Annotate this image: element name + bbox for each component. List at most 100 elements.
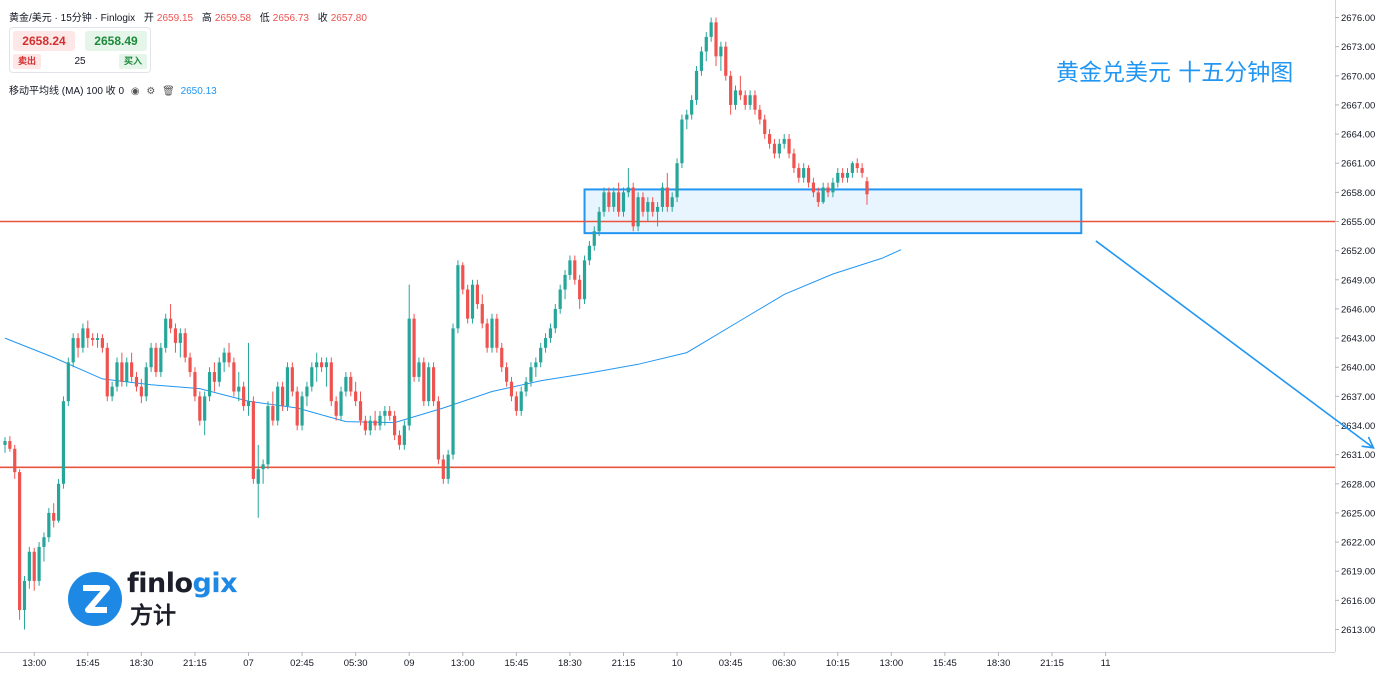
y-tick-label: 2631.00 [1341, 450, 1375, 461]
candle-body [110, 386, 114, 397]
open-label: 开 [143, 13, 154, 24]
candle-body [621, 192, 626, 212]
candle-body [568, 260, 572, 275]
candle-body [295, 391, 299, 426]
candle-body [8, 441, 12, 449]
x-tick-label: 18:30 [558, 658, 582, 669]
candle-body [81, 328, 85, 348]
x-tick-label: 18:30 [987, 658, 1011, 669]
candle-body [821, 187, 825, 203]
candle-body [354, 391, 358, 402]
candle-body [729, 75, 733, 105]
candle-body [71, 338, 75, 363]
candle-body [212, 372, 217, 382]
candle-body [797, 168, 801, 178]
candle-body [631, 187, 635, 227]
y-tick-label: 2673.00 [1341, 42, 1375, 53]
candle-body [407, 318, 411, 426]
y-tick-label: 2676.00 [1341, 13, 1375, 24]
candle-body [816, 192, 820, 203]
candle-body [276, 386, 280, 421]
buy-button[interactable]: 买入 [119, 54, 147, 69]
eye-icon[interactable]: ◉ [130, 86, 140, 97]
indicator-value: 2650.13 [180, 86, 217, 97]
candle-body [266, 406, 270, 465]
candle-body [52, 512, 56, 521]
candle-body [344, 376, 348, 392]
candle-body [709, 22, 713, 37]
candle-body [334, 401, 338, 416]
candle-body [607, 192, 611, 207]
sell-price-button[interactable]: 2658.24 [13, 31, 75, 51]
candle-body [149, 347, 153, 368]
candle-body [806, 168, 811, 183]
candle-body [850, 163, 854, 173]
x-tick-label: 13:00 [451, 658, 475, 669]
candle-body [37, 546, 41, 581]
candle-body [47, 512, 51, 538]
candle-body [641, 197, 645, 212]
trash-icon[interactable]: 🗑 [162, 86, 175, 97]
candle-body [466, 289, 470, 319]
buy-price-button[interactable]: 2658.49 [85, 31, 147, 51]
candle-body [100, 338, 104, 348]
candle-body [115, 362, 119, 387]
candle-body [105, 347, 109, 397]
close-label: 收 [317, 13, 328, 24]
candle-body [470, 284, 475, 319]
candle-body [763, 119, 767, 135]
candle-body [188, 357, 192, 373]
candle-body [772, 143, 777, 154]
candle-body [597, 211, 601, 232]
candle-body [782, 138, 786, 144]
candle-body [753, 95, 757, 110]
settings-icon[interactable]: ⚙ [146, 86, 156, 97]
candle-body [651, 202, 655, 212]
sell-button[interactable]: 卖出 [13, 54, 41, 69]
candle-body [539, 347, 543, 363]
x-tick-label: 06:30 [772, 658, 796, 669]
candle-body [217, 362, 221, 382]
candle-body [363, 420, 367, 431]
candle-body [612, 192, 616, 207]
symbol-label[interactable]: 黄金/美元 · 15分钟 · Finlogix [9, 13, 136, 24]
candle-body [826, 187, 830, 193]
candle-body [685, 114, 689, 120]
candle-body [665, 187, 669, 207]
indicator-label[interactable]: 移动平均线 (MA) 100 收 0 [9, 86, 125, 97]
candle-body [285, 367, 290, 407]
candle-body [242, 386, 246, 407]
candle-body [18, 472, 22, 611]
chart-annotation-title: 黄金兑美元 十五分钟图 [1056, 60, 1294, 86]
x-tick-label: 03:45 [719, 658, 743, 669]
candle-body [660, 187, 665, 207]
candle-body [388, 410, 392, 416]
candle-body [373, 420, 377, 426]
candle-body [383, 410, 387, 416]
candle-body [617, 192, 621, 212]
candle-body [655, 206, 660, 212]
candle-body [91, 338, 95, 341]
quantity-field[interactable]: 25 [74, 56, 86, 67]
y-tick-label: 2613.00 [1341, 625, 1375, 636]
candle-body [173, 328, 178, 343]
moving-average-line [4, 249, 902, 424]
candle-body [232, 362, 236, 392]
x-tick-label: 21:15 [183, 658, 207, 669]
candle-body [300, 396, 304, 426]
x-tick-label: 02:45 [290, 658, 314, 669]
candle-body [699, 51, 704, 71]
candle-body [704, 36, 708, 52]
candle-body [670, 197, 674, 207]
y-tick-label: 2658.00 [1341, 188, 1375, 199]
x-tick-label: 13:00 [22, 658, 46, 669]
candle-body [246, 401, 251, 407]
candle-body [646, 202, 650, 212]
candle-body [558, 289, 562, 309]
candle-body [198, 396, 202, 421]
high-value: 2659.58 [214, 13, 252, 24]
y-tick-label: 2622.00 [1341, 538, 1375, 549]
candle-body [529, 367, 533, 382]
candle-body [290, 367, 294, 392]
